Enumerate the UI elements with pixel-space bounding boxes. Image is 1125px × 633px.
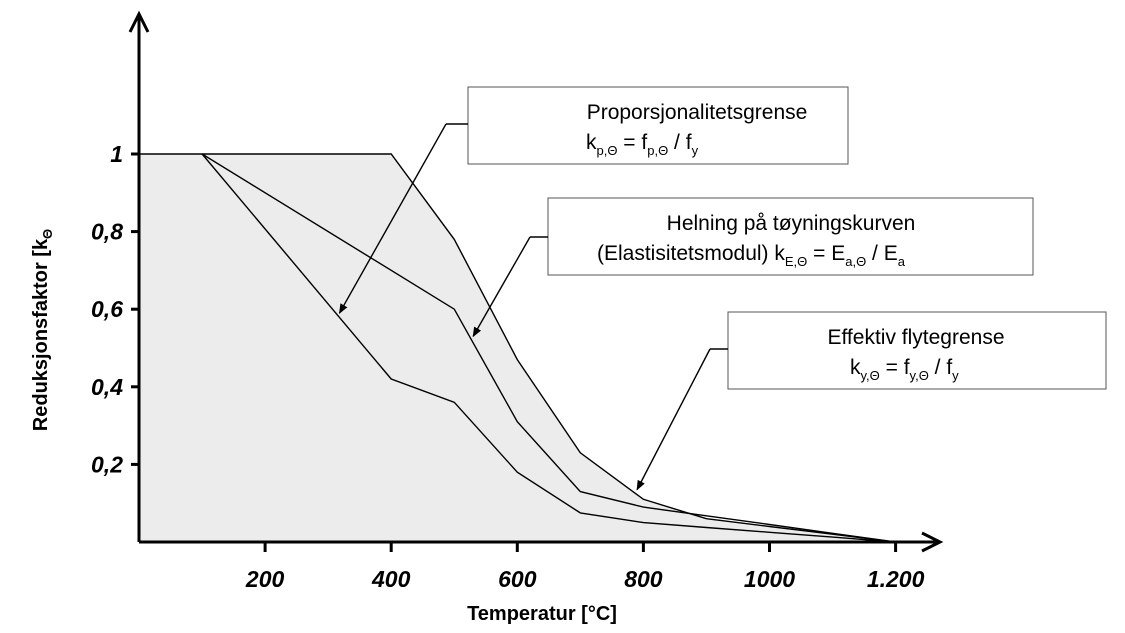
x-tick-label: 600	[498, 566, 537, 592]
x-tick-label: 200	[245, 566, 285, 592]
annotation-title-kp: Proporsjonalitetsgrense	[587, 101, 808, 124]
y-axis-arrow	[128, 10, 150, 33]
series-line-ky	[139, 153, 896, 543]
annotations: Proporsjonalitetsgrense kp,Θ = fp,Θ / fy H…	[338, 86, 1107, 491]
y-axis-title: Reduksjonsfaktor [kΘ	[30, 229, 55, 431]
annotation-formula-kp: kp,Θ = fp,Θ / fy	[586, 131, 699, 158]
series-line-kE	[201, 153, 896, 543]
annotation-arrow-kE	[472, 236, 531, 338]
annotation-title-kE: Helning på tøyningskurven	[667, 212, 916, 235]
y-axis-title-sub: Θ	[40, 229, 55, 239]
x-tick-label: 800	[624, 566, 663, 592]
annotation-formula-ky: ky,Θ = fy,Θ / fy	[850, 356, 959, 383]
x-axis-title: Temperatur [°C]	[467, 603, 617, 625]
annotation-arrow-ky	[636, 348, 711, 491]
tick-labels: 200 400 600 800 1000 1.200 0,2 0,4 0,6 0,8 1	[91, 141, 925, 592]
y-tick-label: 1	[110, 141, 123, 167]
annotation-title-ky: Effektiv flytegrense	[827, 326, 1004, 349]
series-line-kp	[201, 153, 896, 543]
fill-area	[139, 154, 896, 542]
x-tick-label: 400	[371, 566, 411, 592]
y-tick-label: 0,6	[91, 296, 123, 322]
x-tick-label: 1.200	[867, 566, 925, 592]
annotation-box-ky	[727, 311, 1107, 390]
y-tick-label: 0,2	[91, 451, 123, 477]
x-axis-arrow	[921, 531, 944, 553]
annotation-box-kp	[467, 86, 849, 165]
area-fill	[139, 154, 896, 542]
annotation-formula-kE: (Elastisitetsmodul) kE,Θ = Ea,Θ / Ea	[597, 242, 906, 269]
y-tick-label: 0,4	[91, 374, 123, 400]
x-tick-label: 1000	[744, 566, 795, 592]
series-lines	[139, 153, 896, 543]
annotation-arrow-kp	[338, 123, 447, 314]
annotation-box-kE	[547, 197, 1034, 276]
y-tick-label: 0,8	[91, 219, 123, 245]
y-axis-title-main: Reduksjonsfaktor [k	[30, 238, 52, 431]
axes	[128, 10, 944, 553]
